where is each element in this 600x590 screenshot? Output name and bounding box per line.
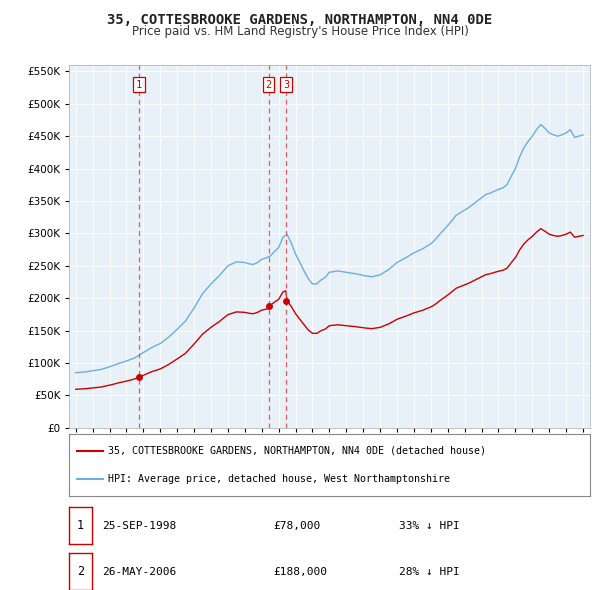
- Text: 3: 3: [283, 80, 289, 90]
- Text: 1: 1: [77, 519, 84, 532]
- Text: 33% ↓ HPI: 33% ↓ HPI: [399, 521, 460, 530]
- Text: £78,000: £78,000: [273, 521, 320, 530]
- Text: 1: 1: [136, 80, 142, 90]
- Text: HPI: Average price, detached house, West Northamptonshire: HPI: Average price, detached house, West…: [108, 474, 450, 484]
- Text: 28% ↓ HPI: 28% ↓ HPI: [399, 567, 460, 576]
- Text: 26-MAY-2006: 26-MAY-2006: [102, 567, 176, 576]
- Text: 35, COTTESBROOKE GARDENS, NORTHAMPTON, NN4 0DE: 35, COTTESBROOKE GARDENS, NORTHAMPTON, N…: [107, 13, 493, 27]
- Text: Price paid vs. HM Land Registry's House Price Index (HPI): Price paid vs. HM Land Registry's House …: [131, 25, 469, 38]
- Text: 2: 2: [265, 80, 272, 90]
- Text: 25-SEP-1998: 25-SEP-1998: [102, 521, 176, 530]
- Text: 2: 2: [77, 565, 84, 578]
- Text: 35, COTTESBROOKE GARDENS, NORTHAMPTON, NN4 0DE (detached house): 35, COTTESBROOKE GARDENS, NORTHAMPTON, N…: [108, 446, 486, 456]
- Text: £188,000: £188,000: [273, 567, 327, 576]
